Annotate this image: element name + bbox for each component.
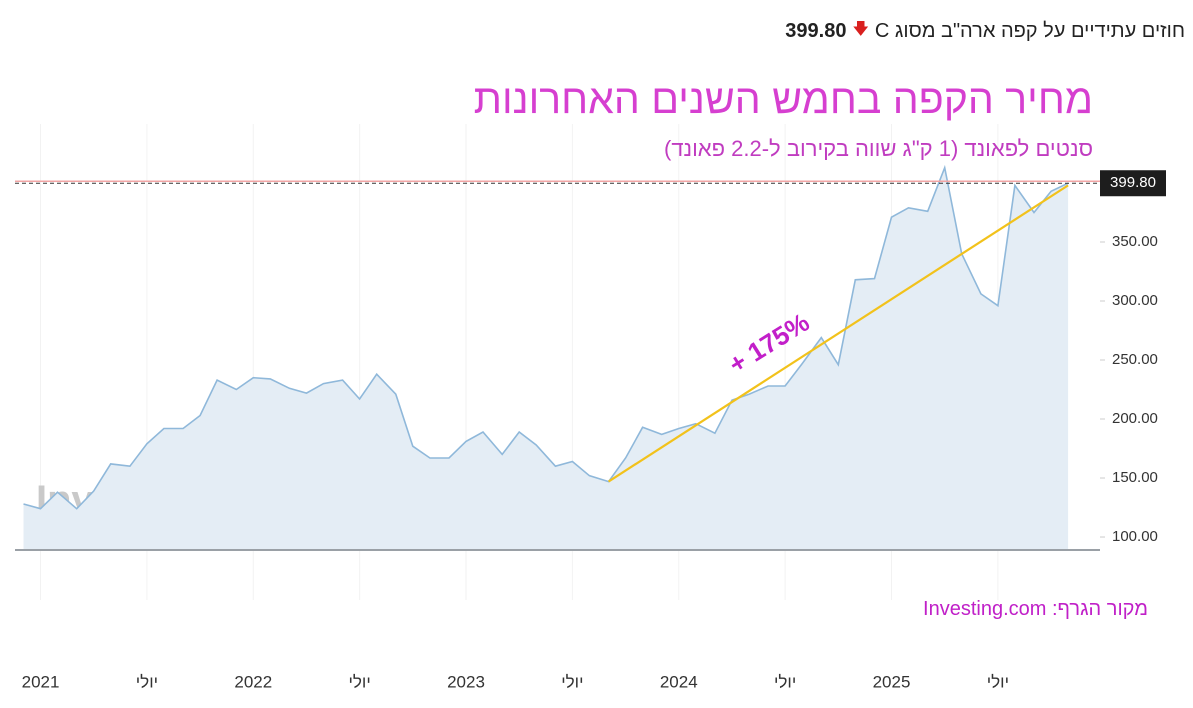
x-tick-label: 2025 xyxy=(873,672,911,691)
chart-title: מחיר הקפה בחמש השנים האחרונות xyxy=(473,76,1093,122)
y-tick-label: 200.00 xyxy=(1112,410,1158,427)
x-tick-label: 2023 xyxy=(447,672,485,691)
x-tick-label: יולי xyxy=(987,672,1009,691)
y-tick-label: 100.00 xyxy=(1112,528,1158,545)
line xyxy=(23,164,1069,510)
y-tick-label: 150.00 xyxy=(1112,469,1158,486)
source: מקור הגרף: Investing.com xyxy=(923,598,1148,620)
last-value-label: 399.80 xyxy=(1110,174,1156,191)
x-tick-label: יולי xyxy=(774,672,796,691)
x-tick-label: יולי xyxy=(136,672,158,691)
x-tick-label: 2021 xyxy=(22,672,60,691)
instrument-name: חוזים עתידיים על קפה ארה"ב מסוג C xyxy=(874,20,1185,42)
y-tick-label: 300.00 xyxy=(1112,292,1158,309)
y-tick-label: 250.00 xyxy=(1112,351,1158,368)
price: 399.80 xyxy=(785,20,847,42)
chart-subtitle: סנטים לפאונד (1 ק"ג שווה בקירוב ל-2.2 פא… xyxy=(664,136,1093,161)
y-tick-label: 350.00 xyxy=(1112,233,1158,250)
trend-line xyxy=(607,184,1069,483)
x-tick-label: יולי xyxy=(561,672,583,691)
x-tick-label: 2024 xyxy=(660,672,698,691)
down-arrow: 🡇 xyxy=(852,21,869,38)
area xyxy=(23,167,1069,550)
header: חוזים עתידיים על קפה ארה"ב מסוג C 🡇 399.… xyxy=(785,18,1185,45)
last-value-box xyxy=(1100,170,1166,197)
x-tick-label: 2022 xyxy=(234,672,272,691)
x-tick-label: יולי xyxy=(349,672,371,691)
